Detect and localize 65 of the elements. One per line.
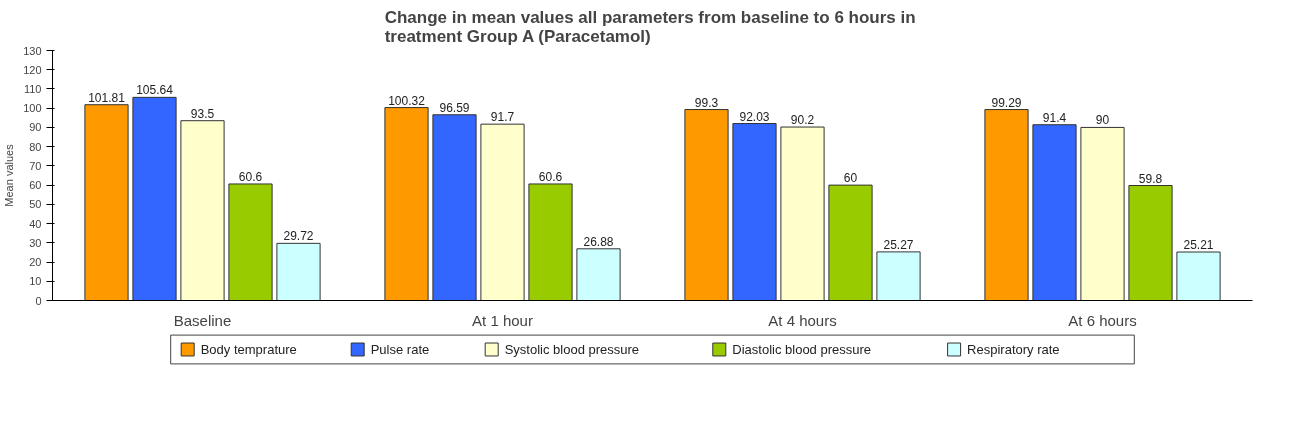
data-label: 105.64 — [136, 83, 174, 98]
data-label: 60 — [843, 171, 858, 186]
bar — [732, 123, 777, 301]
data-label: 93.5 — [190, 106, 215, 121]
x-tick-label: Baseline — [173, 311, 232, 329]
bar — [984, 109, 1029, 301]
bar — [180, 120, 225, 301]
y-tick-label: 10 — [29, 275, 42, 288]
data-label: 25.27 — [883, 237, 914, 252]
bar — [876, 251, 921, 301]
legend-label: Body temprature — [200, 342, 297, 357]
bar — [1080, 126, 1125, 301]
data-label: 92.03 — [739, 109, 770, 124]
data-label: 26.88 — [583, 234, 614, 249]
bar — [576, 248, 621, 301]
bar — [432, 114, 477, 301]
legend-label: Pulse rate — [370, 342, 430, 357]
y-tick-label: 30 — [29, 236, 42, 249]
legend-label: Respiratory rate — [967, 342, 1060, 357]
y-tick-label: 120 — [23, 63, 42, 76]
bar — [84, 104, 129, 301]
bar — [1128, 185, 1173, 301]
x-tick-label: At 1 hour — [472, 311, 533, 329]
legend-label: Diastolic blood pressure — [732, 342, 872, 357]
bar — [528, 183, 573, 301]
x-tick-label: At 6 hours — [1068, 311, 1137, 329]
data-label: 29.72 — [283, 229, 314, 244]
data-label: 60.6 — [238, 169, 263, 184]
data-label: 100.32 — [388, 93, 426, 108]
chart-title: Change in mean values all parameters from baseline to 6 hours in treatment Group A (Paracetamol) — [384, 7, 916, 46]
data-label: 99.3 — [694, 95, 719, 110]
y-tick-label: 0 — [35, 294, 42, 307]
data-label: 91.4 — [1042, 110, 1067, 125]
y-tick-label: 70 — [29, 159, 42, 172]
y-tick-label: 80 — [29, 140, 42, 153]
y-tick-label: 100 — [23, 102, 42, 115]
bar — [384, 107, 429, 301]
data-label: 91.7 — [490, 110, 515, 125]
y-axis-title: Mean values — [3, 143, 16, 207]
y-tick-label: 130 — [23, 44, 42, 57]
bar — [780, 126, 825, 301]
bar — [1032, 124, 1077, 301]
y-tick-label: 50 — [29, 198, 42, 211]
y-tick-label: 110 — [23, 82, 42, 95]
bar — [684, 109, 729, 301]
data-label: 96.59 — [439, 100, 470, 115]
bar — [132, 96, 177, 301]
data-label: 90 — [1095, 113, 1110, 128]
bar — [276, 242, 321, 301]
data-label: 60.6 — [538, 169, 563, 184]
data-label: 99.29 — [991, 95, 1022, 110]
bar — [828, 184, 873, 301]
legend-label: Systolic blood pressure — [504, 342, 640, 357]
y-tick-label: 60 — [29, 179, 42, 192]
x-tick-label: At 4 hours — [768, 311, 837, 329]
bar — [228, 183, 273, 301]
y-tick-label: 90 — [29, 121, 42, 134]
bar — [480, 123, 525, 301]
data-label: 101.81 — [88, 90, 126, 105]
y-tick-label: 40 — [29, 217, 42, 230]
data-label: 59.8 — [1138, 171, 1163, 186]
bar — [1176, 251, 1221, 301]
data-label: 90.2 — [790, 113, 815, 128]
data-label: 25.21 — [1183, 238, 1214, 253]
y-tick-label: 20 — [29, 256, 42, 269]
